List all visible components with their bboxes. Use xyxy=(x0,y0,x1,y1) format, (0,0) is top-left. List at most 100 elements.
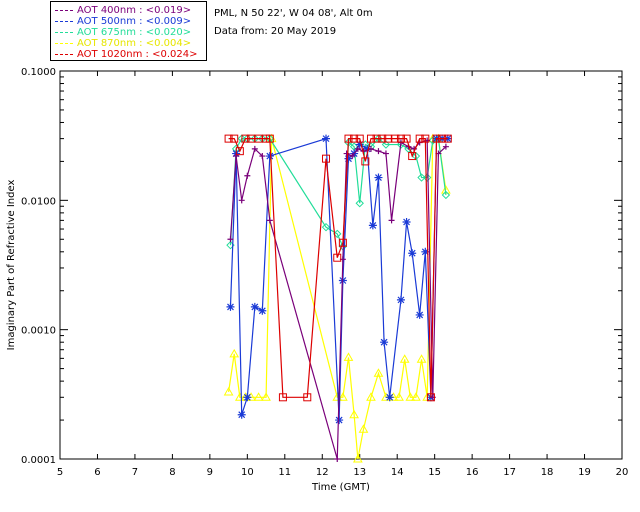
data-point xyxy=(402,134,411,143)
data-point xyxy=(251,145,258,152)
legend-label-1020nm: AOT 1020nm : <0.024> xyxy=(77,49,198,60)
data-point xyxy=(259,153,266,160)
data-point xyxy=(224,134,233,143)
series-aot-870nm xyxy=(223,133,451,463)
x-tick-label: 17 xyxy=(503,467,516,478)
x-tick-label: 5 xyxy=(57,467,63,478)
data-point xyxy=(391,134,400,143)
data-point xyxy=(235,147,244,156)
legend-item-675nm: AOT 675nm : <0.020> xyxy=(55,27,191,38)
plot-frame xyxy=(59,70,623,460)
legend-item-400nm: AOT 400nm : <0.019> xyxy=(55,5,191,16)
data-point xyxy=(443,134,452,143)
data-point xyxy=(374,173,383,182)
data-point xyxy=(227,236,234,243)
data-point xyxy=(343,150,350,157)
legend-item-500nm: AOT 500nm : <0.009> xyxy=(55,16,191,27)
series-line xyxy=(228,138,447,460)
data-point xyxy=(244,172,251,179)
legend-swatch-1020nm xyxy=(55,53,73,55)
data-point xyxy=(237,410,246,419)
series-aot-400nm xyxy=(227,137,449,462)
y-tick-label: 0.0001 xyxy=(21,455,56,466)
data-point xyxy=(343,352,354,361)
data-point xyxy=(265,134,274,143)
legend-label-400nm: AOT 400nm : <0.019> xyxy=(77,5,192,16)
x-tick-label: 9 xyxy=(207,467,213,478)
legend-label-870nm: AOT 870nm : <0.004> xyxy=(77,38,192,49)
data-point xyxy=(243,393,252,402)
data-point xyxy=(396,295,405,304)
data-point xyxy=(352,453,363,463)
data-point xyxy=(238,197,245,204)
data-point xyxy=(368,221,377,230)
data-point xyxy=(366,134,375,143)
series-aot-500nm xyxy=(226,134,452,425)
data-point xyxy=(421,247,430,256)
legend-item-870nm: AOT 870nm : <0.004> xyxy=(55,38,191,49)
data-point xyxy=(334,456,341,462)
x-tick-label: 19 xyxy=(578,467,591,478)
data-point xyxy=(266,217,273,224)
data-point xyxy=(338,392,348,401)
x-tick-label: 18 xyxy=(541,467,554,478)
data-point xyxy=(381,140,391,149)
data-point xyxy=(375,148,382,155)
series-layer xyxy=(223,133,452,463)
data-point xyxy=(278,393,287,402)
data-point xyxy=(361,157,370,166)
legend-swatch-675nm xyxy=(55,31,73,33)
axis-ticks: 5 6 7 8 9 10 11 12 13 14 15 16 17 18 19 20 0.0001 0.0010 0… xyxy=(21,67,628,478)
data-point xyxy=(422,173,432,182)
data-point xyxy=(230,134,239,143)
y-tick-label: 0.0100 xyxy=(21,196,56,207)
legend-swatch-870nm xyxy=(55,42,73,44)
series-line xyxy=(228,138,448,398)
data-point xyxy=(408,152,417,161)
data-point xyxy=(408,249,417,258)
data-point xyxy=(229,348,240,358)
data-point xyxy=(394,392,404,401)
x-tick-label: 20 xyxy=(616,467,629,478)
data-point xyxy=(355,140,364,149)
data-point xyxy=(399,354,410,363)
x-tick-label: 16 xyxy=(466,467,479,478)
data-point xyxy=(258,306,267,315)
x-tick-label: 10 xyxy=(241,467,254,478)
data-point xyxy=(261,392,271,401)
y-tick-label: 0.1000 xyxy=(21,67,56,78)
data-point xyxy=(241,134,250,143)
series-aot-1020nm xyxy=(224,134,452,402)
legend-label-675nm: AOT 675nm : <0.020> xyxy=(77,27,192,38)
data-point xyxy=(417,173,426,182)
data-point xyxy=(335,416,344,425)
data-point xyxy=(349,409,359,419)
data-point xyxy=(373,368,384,377)
data-point xyxy=(322,134,331,143)
legend-swatch-500nm xyxy=(55,20,73,22)
data-point xyxy=(354,145,361,152)
x-tick-label: 12 xyxy=(316,467,329,478)
data-point xyxy=(416,354,427,363)
data-point xyxy=(378,134,387,143)
data-point xyxy=(396,134,405,143)
data-point xyxy=(366,392,376,401)
x-tick-label: 15 xyxy=(428,467,441,478)
data-point xyxy=(223,386,234,396)
data-point xyxy=(388,217,395,224)
data-point xyxy=(355,134,364,143)
x-tick-label: 13 xyxy=(353,467,366,478)
y-axis-title: Imaginary Part of Refractive Index xyxy=(6,180,17,351)
data-point xyxy=(355,199,364,208)
y-tick-label: 0.0010 xyxy=(21,326,56,337)
data-point xyxy=(426,393,435,402)
data-point xyxy=(405,392,416,401)
x-tick-label: 8 xyxy=(169,467,175,478)
data-point xyxy=(350,134,359,143)
data-point xyxy=(438,134,447,143)
data-point xyxy=(415,310,424,319)
data-point xyxy=(363,144,372,153)
legend-label-500nm: AOT 500nm : <0.009> xyxy=(77,16,192,27)
data-point xyxy=(442,143,449,150)
